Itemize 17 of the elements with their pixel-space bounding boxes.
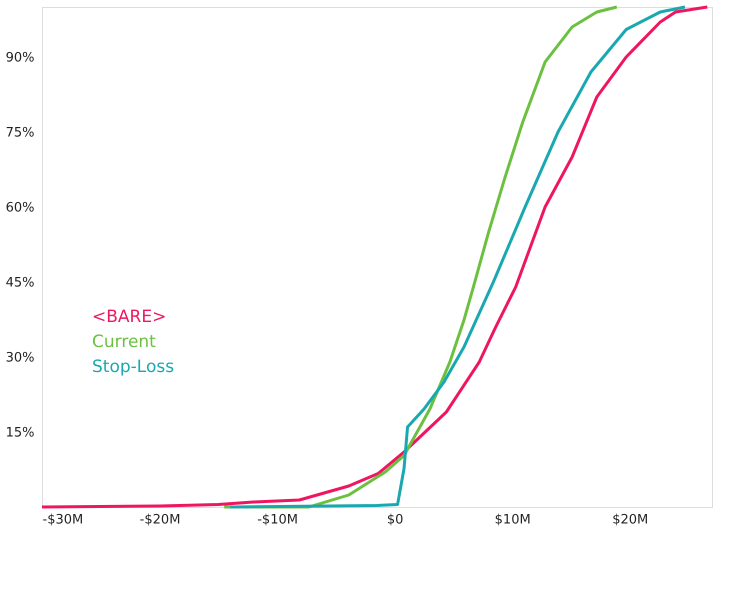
y-tick-label: 90% — [6, 50, 34, 66]
y-tick-label: 75% — [6, 126, 34, 140]
y-tick-label: 45% — [6, 276, 34, 290]
text: Current — [92, 332, 156, 352]
line-series — [228, 6, 686, 508]
line-series — [40, 6, 709, 508]
x-tick-label: -$10M — [257, 512, 298, 528]
y-tick-label: 30% — [6, 350, 34, 366]
text: Stop-Loss — [92, 357, 174, 377]
x-tick-label: -$30M — [42, 512, 84, 528]
y-tick-label: 60% — [6, 200, 34, 216]
x-tick-label: -$20M — [140, 512, 180, 528]
x-tick-label: $0 — [386, 512, 404, 528]
x-tick-label: $10M — [494, 512, 531, 528]
x-tick-label: $20M — [612, 512, 648, 528]
y-tick-label: 15% — [6, 426, 34, 440]
text: <BARE> — [92, 307, 166, 327]
